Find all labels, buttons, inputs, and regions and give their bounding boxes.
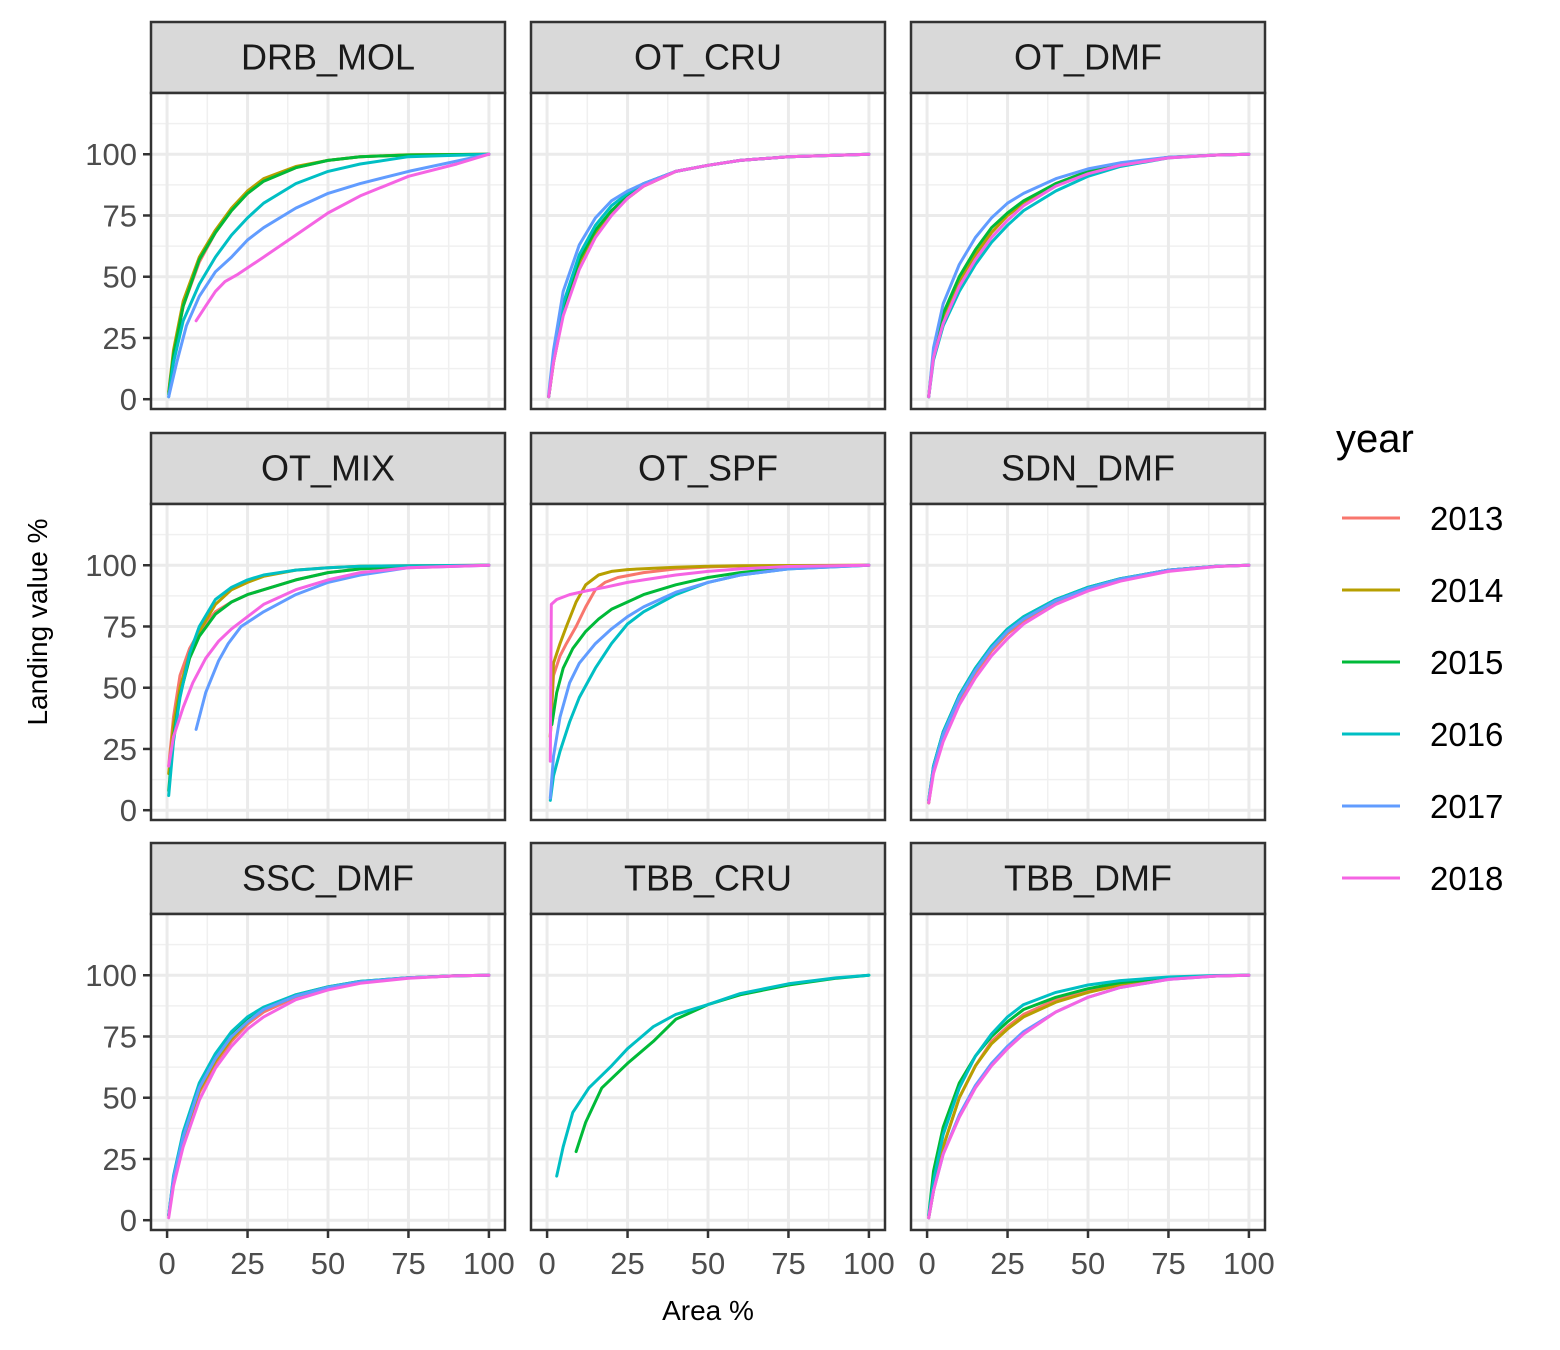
facet-strip — [909, 20, 1267, 95]
y-tick-label: 50 — [103, 671, 137, 706]
facet-strip-label: DRB_MOL — [241, 37, 415, 78]
y-tick-label: 50 — [103, 1081, 137, 1116]
y-axis-title: Landing value % — [22, 518, 53, 725]
y-tick-label: 50 — [103, 260, 137, 295]
x-tick-label: 0 — [538, 1246, 555, 1281]
grid-lines — [531, 914, 885, 1230]
facet-strip-label: OT_CRU — [634, 37, 782, 78]
grid-lines — [531, 93, 885, 409]
facet-panel-drb-mol: DRB_MOL 0 25 50 75 100 — [85, 20, 507, 417]
x-tick-label: 0 — [918, 1246, 935, 1281]
series-line-2016 — [167, 152, 491, 399]
grid-lines — [151, 93, 505, 409]
facet-strip — [529, 431, 887, 506]
x-tick-label: 25 — [990, 1246, 1024, 1281]
facet-strip-label: OT_SPF — [638, 448, 778, 489]
series-line-2018 — [927, 152, 1251, 399]
x-axis-title: Area % — [662, 1295, 754, 1326]
series-line-2018 — [167, 563, 491, 768]
y-tick-label: 25 — [103, 321, 137, 356]
facet-strip — [149, 20, 507, 95]
y-tick-label: 25 — [103, 732, 137, 767]
facet-strip-label: OT_MIX — [261, 448, 395, 489]
series-line-2017 — [548, 563, 871, 800]
legend-label: 2017 — [1430, 788, 1503, 825]
legend-title: year — [1336, 417, 1414, 461]
x-tick-label: 50 — [1071, 1246, 1105, 1281]
facet-panel-sdn-dmf: SDN_DMF — [909, 431, 1267, 822]
grid-lines — [151, 504, 505, 820]
x-tick-label: 25 — [230, 1246, 264, 1281]
series-line-2016 — [555, 973, 871, 1178]
x-tick-label: 100 — [1223, 1246, 1275, 1281]
facet-strip-label: TBB_CRU — [624, 858, 792, 899]
series-line-2016 — [927, 973, 1251, 1217]
x-tick-label: 50 — [691, 1246, 725, 1281]
y-tick-label: 75 — [103, 198, 137, 233]
x-tick-label: 75 — [1151, 1246, 1185, 1281]
x-tick-label: 50 — [311, 1246, 345, 1281]
x-tick-label: 100 — [463, 1246, 515, 1281]
legend-label: 2018 — [1430, 860, 1503, 897]
series-line-2016 — [167, 563, 491, 797]
y-tick-label: 100 — [85, 548, 137, 583]
facet-strip-label: SSC_DMF — [242, 858, 414, 899]
panel-border — [529, 502, 887, 822]
series-line-2017 — [194, 563, 491, 731]
facet-panel-ot-dmf: OT_DMF — [909, 20, 1267, 411]
facet-strip — [149, 431, 507, 506]
legend-label: 2013 — [1430, 500, 1503, 537]
facet-panel-ot-spf: OT_SPF — [529, 431, 887, 822]
facet-panel-tbb-dmf: TBB_DMF 0 25 50 75 100 — [909, 841, 1275, 1281]
x-tick-label: 75 — [771, 1246, 805, 1281]
series-line-2015 — [167, 152, 491, 396]
x-tick-label: 0 — [158, 1246, 175, 1281]
facet-panel-ssc-dmf: SSC_DMF 0 25 50 75 100 0 25 50 75 100 — [85, 841, 515, 1281]
facet-strip-label: OT_DMF — [1014, 37, 1162, 78]
x-tick-label: 100 — [843, 1246, 895, 1281]
series-line-2018 — [548, 563, 871, 763]
legend-label: 2015 — [1430, 644, 1503, 681]
facet-strip-label: SDN_DMF — [1001, 448, 1175, 489]
y-tick-label: 100 — [85, 137, 137, 172]
facet-strip — [529, 841, 887, 916]
panel-border — [909, 502, 1267, 822]
facet-panel-ot-cru: OT_CRU — [529, 20, 887, 411]
facet-strip — [909, 431, 1267, 506]
x-tick-label: 75 — [391, 1246, 425, 1281]
facet-panel-tbb-cru: TBB_CRU 0 25 50 75 100 — [529, 841, 895, 1281]
series-line-2018 — [927, 563, 1251, 805]
series-line-2017 — [167, 152, 491, 399]
facet-strip — [149, 841, 507, 916]
x-tick-label: 25 — [610, 1246, 644, 1281]
legend: year 2013 2014 2015 2016 2017 2018 — [1336, 417, 1503, 897]
series-line-2018 — [167, 973, 491, 1220]
grid-lines — [911, 914, 1265, 1230]
grid-lines — [911, 93, 1265, 409]
y-tick-label: 75 — [103, 609, 137, 644]
y-tick-label: 0 — [120, 793, 137, 828]
y-tick-label: 0 — [120, 1203, 137, 1238]
y-tick-label: 0 — [120, 382, 137, 417]
y-tick-label: 25 — [103, 1142, 137, 1177]
y-tick-label: 100 — [85, 958, 137, 993]
panel-border — [529, 91, 887, 411]
facet-strip-label: TBB_DMF — [1004, 858, 1172, 899]
legend-label: 2016 — [1430, 716, 1503, 753]
facet-panels: DRB_MOL 0 25 50 75 100 OT_CRU OT_DMF OT_MIX 0 25 50… — [85, 20, 1275, 1281]
legend-label: 2014 — [1430, 572, 1503, 609]
facet-panel-ot-mix: OT_MIX 0 25 50 75 100 — [85, 431, 507, 828]
y-tick-label: 75 — [103, 1019, 137, 1054]
series-line-2018 — [547, 152, 871, 399]
facet-strip — [529, 20, 887, 95]
grid-lines — [911, 504, 1265, 820]
panel-border — [909, 91, 1267, 411]
series-line-2015 — [550, 563, 871, 726]
series-line-2018 — [194, 152, 491, 323]
series-line-2014 — [548, 563, 871, 739]
series-line-2018 — [927, 973, 1251, 1220]
panel-border — [149, 502, 507, 822]
panel-border — [149, 91, 507, 411]
